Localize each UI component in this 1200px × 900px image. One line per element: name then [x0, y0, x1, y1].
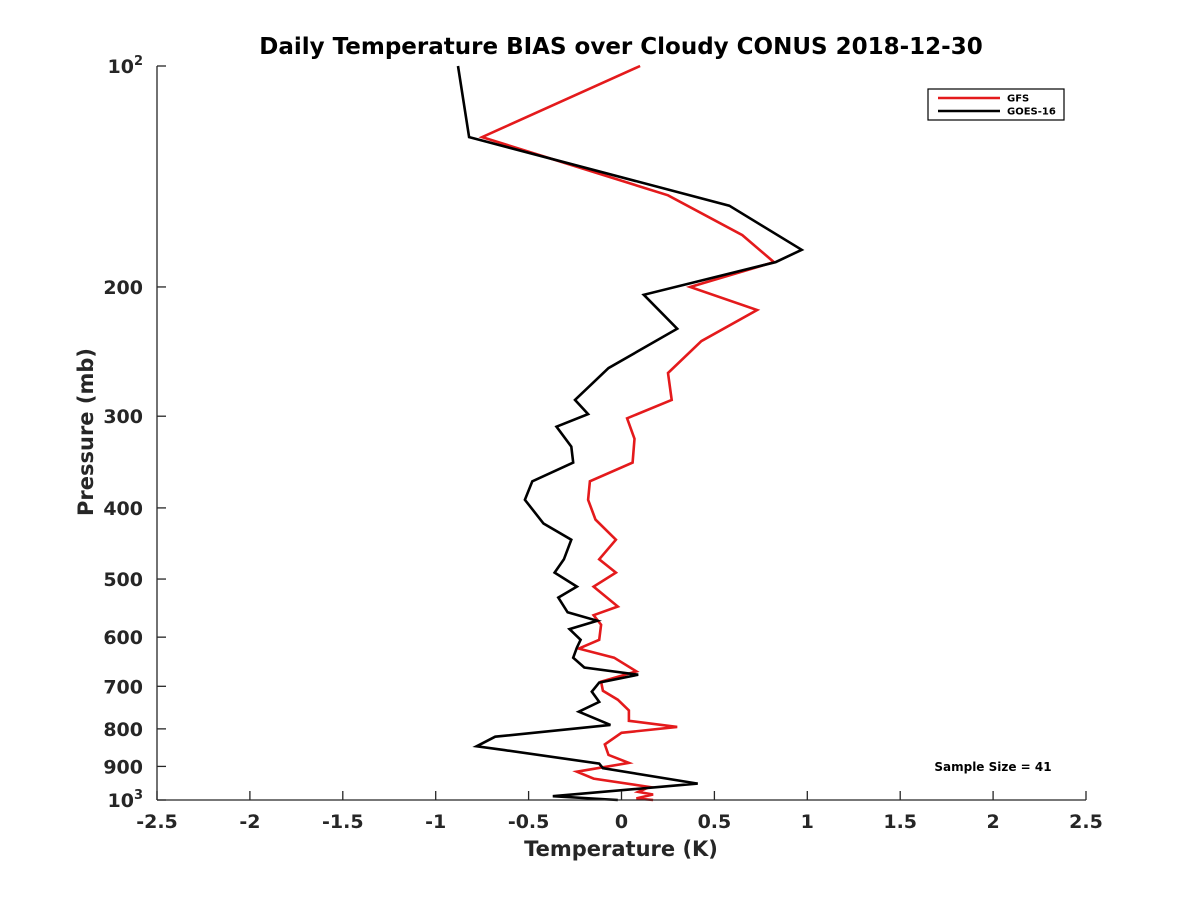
y-axis-title: Pressure (mb)	[74, 348, 98, 516]
axes-layer: -2.5 -2 -1.5 -1 -0.5 0 0.5 1 1.5 2 2.5 102 200 300 400…	[103, 54, 1103, 833]
series-layer	[456, 64, 805, 802]
x-axis-title: Temperature (K)	[524, 837, 718, 861]
x-tick-label: -2	[239, 811, 260, 833]
x-tick-label: 1.5	[883, 811, 917, 833]
y-tick-label: 600	[103, 627, 143, 649]
y-tick-label: 103	[108, 788, 144, 812]
y-tick-label: 300	[103, 406, 143, 428]
x-tick-label: 0.5	[698, 811, 732, 833]
y-tick-label: 800	[103, 719, 143, 741]
sample-size-annotation: Sample Size = 41	[934, 760, 1051, 774]
legend-label-goes-16: GOES-16	[1007, 107, 1056, 118]
x-tick-label: -1.5	[322, 811, 364, 833]
y-tick-label: 102	[108, 54, 144, 78]
legend-box	[927, 88, 1065, 121]
series-line-goes-16	[456, 65, 805, 802]
y-tick-label: 700	[103, 676, 143, 698]
y-tick-label: 900	[103, 756, 143, 778]
x-tick-label: -2.5	[136, 811, 178, 833]
x-tick-label: 2	[986, 811, 999, 833]
chart-title: Daily Temperature BIAS over Cloudy CONUS…	[259, 34, 982, 60]
x-tick-label: 2.5	[1069, 811, 1103, 833]
x-tick-label: -0.5	[508, 811, 550, 833]
legend: GFS GOES-16	[927, 88, 1065, 121]
x-tick-label: 0	[615, 811, 628, 833]
y-tick-label: 500	[103, 569, 143, 591]
y-tick-label: 200	[103, 277, 143, 299]
x-tick-label: -1	[425, 811, 446, 833]
legend-label-gfs: GFS	[1007, 94, 1029, 105]
x-tick-label: 1	[801, 811, 814, 833]
y-tick-label: 400	[103, 498, 143, 520]
